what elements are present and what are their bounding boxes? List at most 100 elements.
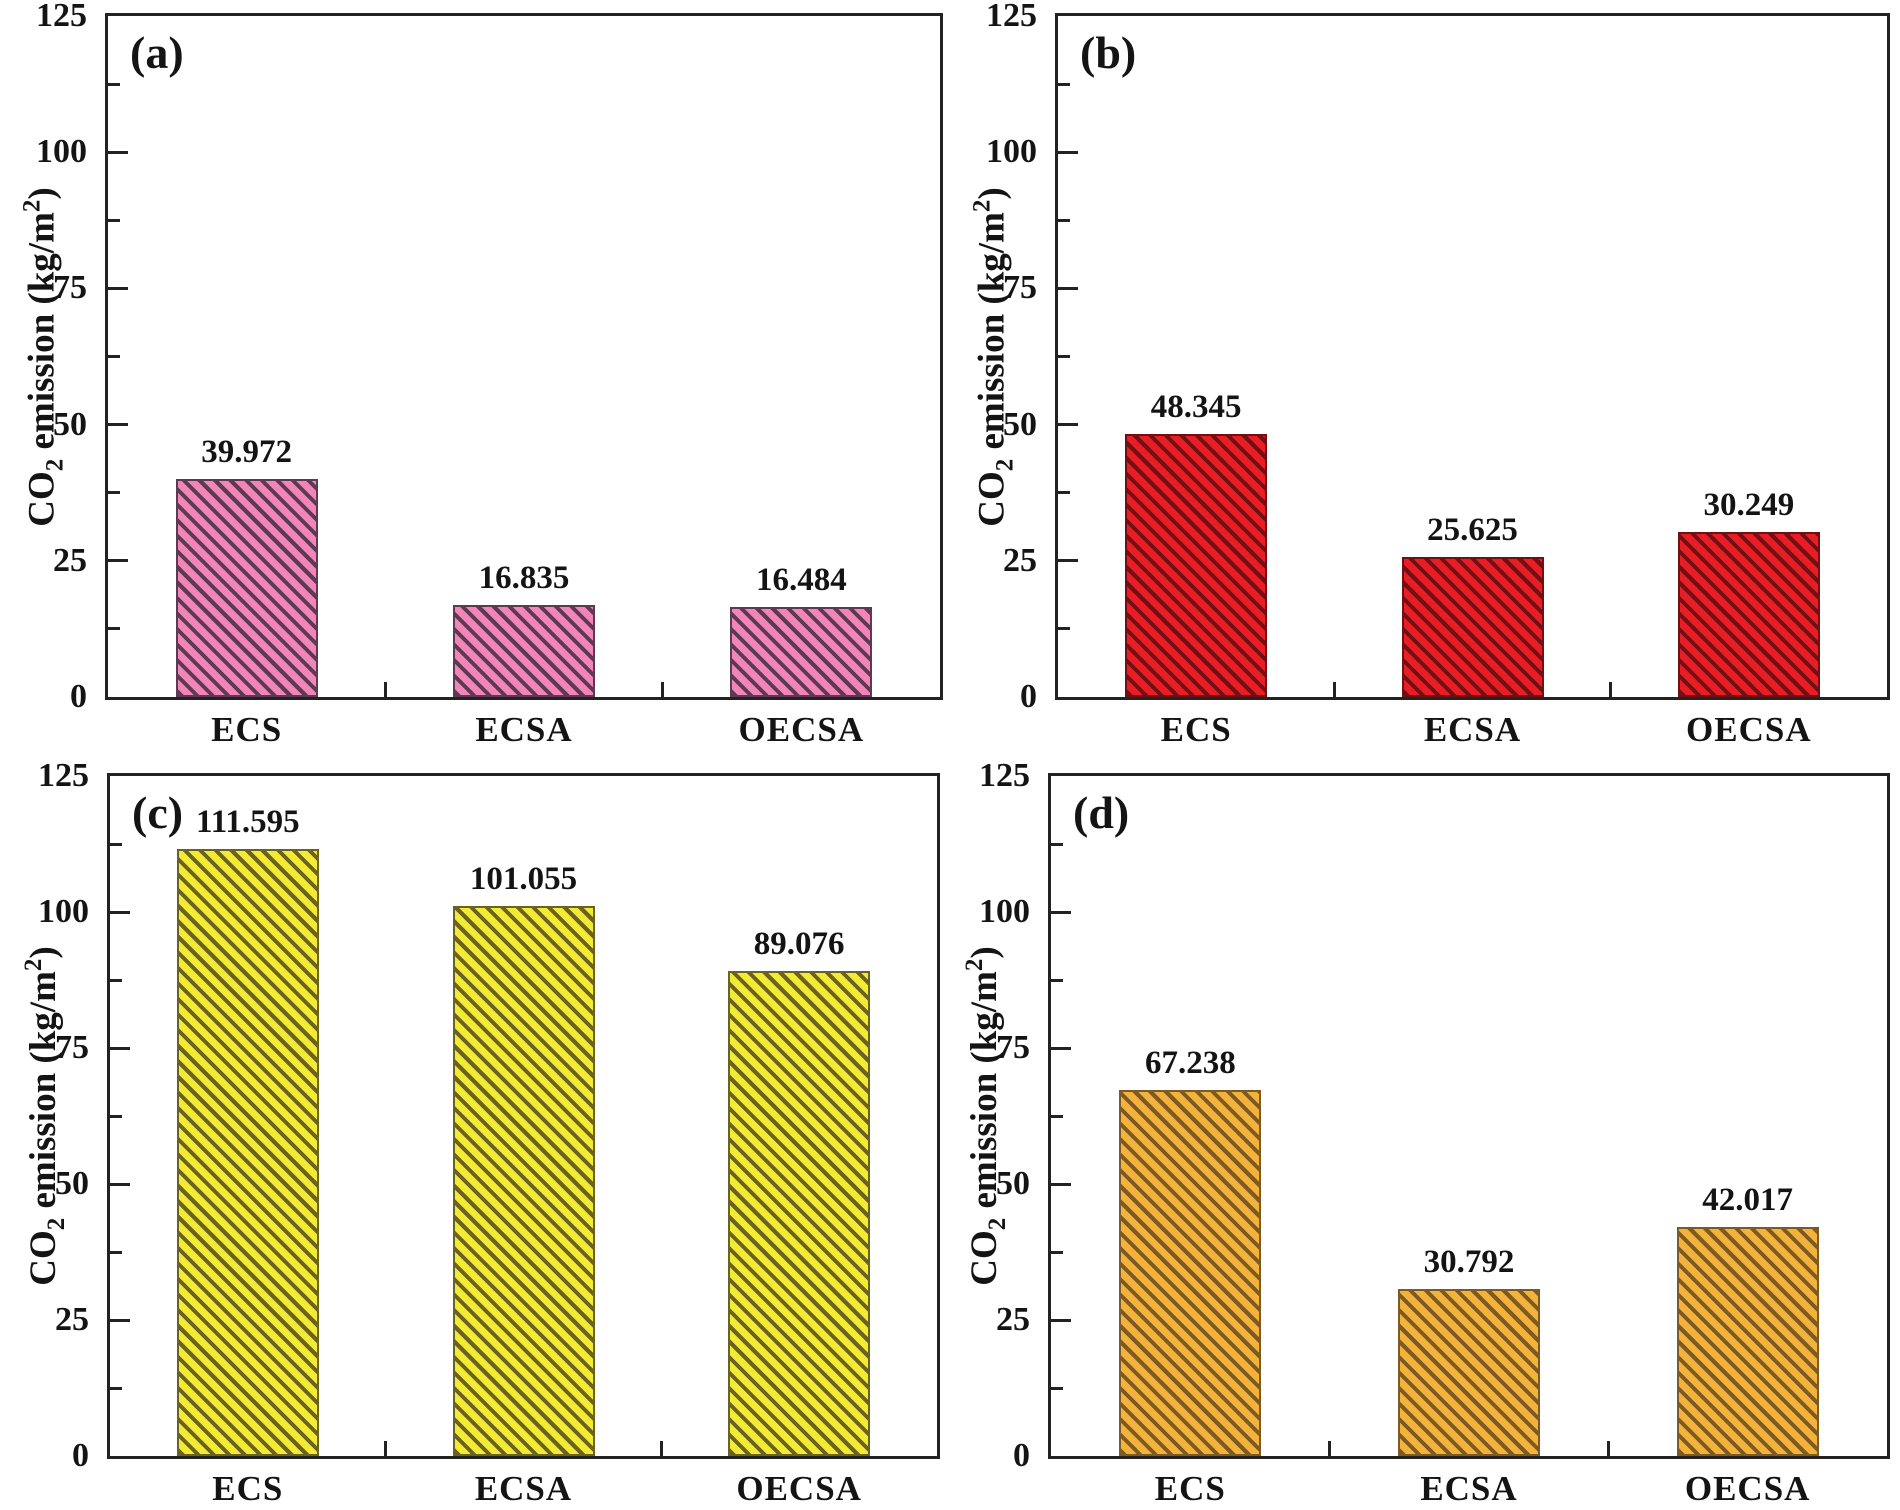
bar-ecs — [176, 848, 319, 1456]
y-minor-tick — [1058, 627, 1070, 631]
y-major-tick — [110, 910, 130, 914]
bar-value-label: 25.625 — [1427, 512, 1518, 549]
y-minor-tick — [1058, 82, 1070, 86]
y-axis-title-sub: 2 — [984, 1217, 1011, 1231]
x-category-label: OECSA — [738, 710, 865, 749]
y-tick-label: 50 — [1003, 405, 1037, 443]
x-category-label: OECSA — [1686, 710, 1812, 749]
x-category-label: OECSA — [736, 1469, 862, 1508]
bar-value-label: 16.835 — [478, 560, 570, 597]
y-minor-tick — [110, 1250, 122, 1254]
bar-value-label: 30.249 — [1703, 487, 1795, 524]
y-tick-label: 25 — [996, 1301, 1030, 1338]
x-category-label: ECS — [1160, 710, 1232, 749]
y-tick-label: 75 — [55, 1029, 89, 1066]
y-tick-label: 0 — [70, 678, 87, 715]
bar-value-label: 30.792 — [1423, 1243, 1515, 1280]
x-boundary-tick — [661, 682, 665, 697]
y-minor-tick — [1058, 491, 1070, 495]
y-axis-title-sub: 2 — [991, 458, 1018, 471]
y-tick-label: 125 — [986, 0, 1037, 34]
y-axis-title-mid: emission (kg/m — [964, 971, 1005, 1218]
bar-value-label: 39.972 — [201, 434, 293, 471]
y-tick-label: 0 — [1020, 678, 1037, 715]
x-boundary-tick — [383, 682, 387, 697]
y-axis-title-mid: emission (kg/m — [23, 971, 64, 1218]
y-minor-tick — [108, 491, 120, 495]
y-axis-title-sup: 2 — [961, 958, 988, 972]
x-boundary-tick — [1606, 1441, 1610, 1456]
y-axis-title-mid: emission (kg/m — [971, 211, 1012, 459]
x-category-label: ECS — [211, 710, 283, 749]
y-major-tick — [108, 559, 128, 563]
y-axis-title-post: ) — [21, 186, 62, 200]
bar-ecs — [1119, 1090, 1262, 1456]
y-tick-label: 25 — [1003, 541, 1037, 579]
x-boundary-tick — [1332, 682, 1336, 697]
y-axis-title-sub: 2 — [41, 458, 68, 471]
x-boundary-tick — [1609, 682, 1613, 697]
y-major-tick — [1058, 559, 1078, 563]
y-tick-label: 125 — [38, 757, 89, 794]
panel-letter-a: (a) — [130, 27, 184, 78]
y-minor-tick — [108, 355, 120, 358]
y-minor-tick — [110, 842, 122, 846]
y-major-tick — [1051, 910, 1071, 914]
y-major-tick — [108, 423, 128, 427]
x-category-label: ECS — [212, 1469, 284, 1508]
y-axis-title-post: ) — [23, 946, 64, 959]
y-tick-label: 100 — [38, 893, 89, 930]
x-category-label: ECSA — [1423, 710, 1522, 749]
y-tick-label: 50 — [53, 405, 87, 443]
y-major-tick — [108, 286, 128, 290]
y-minor-tick — [1051, 1114, 1063, 1118]
y-axis-title-pre: CO — [971, 470, 1012, 527]
y-tick-label: 75 — [53, 269, 87, 307]
panel-letter-b: (b) — [1080, 27, 1137, 78]
y-tick-label: 100 — [979, 893, 1030, 930]
y-tick-label: 125 — [36, 0, 87, 34]
y-minor-tick — [1058, 355, 1070, 358]
y-major-tick — [1058, 150, 1078, 154]
bar-ecsa — [453, 605, 595, 697]
y-axis-title-post: ) — [971, 186, 1012, 200]
y-axis-title: CO2 emission (kg/m2) — [9, 13, 68, 700]
y-tick-label: 100 — [986, 133, 1037, 171]
y-major-tick — [1058, 286, 1078, 290]
x-boundary-tick — [384, 1441, 388, 1456]
y-major-tick — [1051, 1182, 1071, 1186]
plot-area-c: (c) 111.595 101.055 89.076 — [107, 773, 940, 1459]
x-category-label: ECSA — [1420, 1469, 1518, 1508]
bar-value-label: 101.055 — [469, 861, 578, 898]
bar-ecsa — [1401, 557, 1544, 697]
x-category-label: ECSA — [475, 710, 573, 749]
y-minor-tick — [110, 1386, 122, 1390]
y-tick-label: 50 — [55, 1165, 89, 1202]
y-minor-tick — [110, 978, 122, 982]
y-major-tick — [1051, 1046, 1071, 1050]
y-tick-label: 50 — [996, 1165, 1030, 1202]
y-axis-title-sub: 2 — [43, 1217, 70, 1231]
bar-ecs — [1125, 433, 1268, 697]
y-tick-label: 75 — [996, 1029, 1030, 1066]
x-category-label: ECS — [1154, 1469, 1226, 1508]
bar-ecs — [175, 479, 318, 697]
bar-value-label: 67.238 — [1144, 1045, 1236, 1082]
y-axis-title-sup: 2 — [20, 958, 47, 972]
bar-oecsa — [1676, 1227, 1819, 1456]
y-minor-tick — [108, 627, 120, 631]
y-axis-title-pre: CO — [23, 1230, 64, 1286]
y-axis-title: CO2 emission (kg/m2) — [11, 773, 70, 1459]
y-axis-title: CO2 emission (kg/m2) — [952, 773, 1011, 1459]
x-boundary-tick — [1328, 1441, 1332, 1456]
y-tick-label: 0 — [72, 1437, 89, 1474]
plot-area-b: (b) 48.345 25.625 30.249 — [1055, 13, 1890, 700]
panel-letter-c: (c) — [132, 787, 184, 838]
bar-value-label: 16.484 — [755, 562, 847, 599]
bar-value-label: 48.345 — [1150, 388, 1242, 425]
bar-oecsa — [1677, 532, 1820, 697]
y-tick-label: 0 — [1013, 1437, 1030, 1474]
bar-value-label: 42.017 — [1702, 1182, 1794, 1219]
y-tick-label: 25 — [53, 541, 87, 579]
